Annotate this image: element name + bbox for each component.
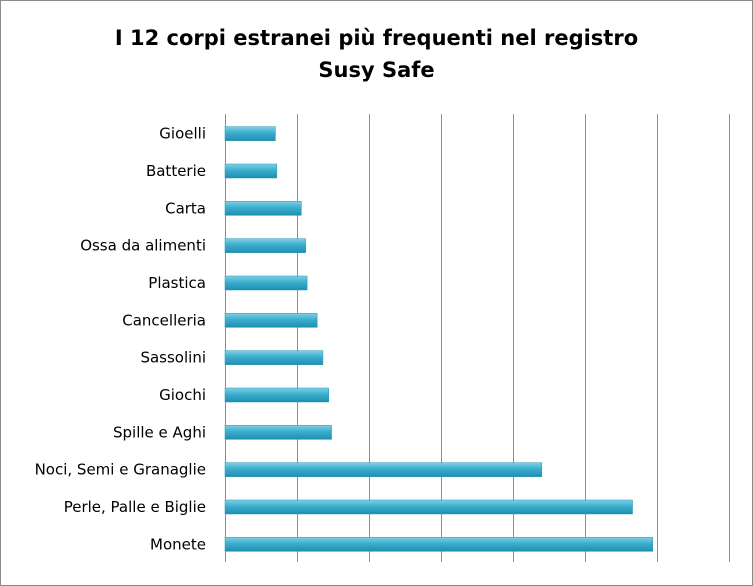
chart-title-line-2: Susy Safe <box>318 58 435 82</box>
bar <box>224 201 302 216</box>
chart-title: I 12 corpi estranei più frequenti nel re… <box>0 22 753 86</box>
bars <box>224 126 653 552</box>
category-label: Sassolini <box>140 349 206 367</box>
category-label: Plastica <box>148 274 206 292</box>
bar <box>224 275 308 291</box>
category-label: Noci, Semi e Granaglie <box>35 461 206 479</box>
category-label: Monete <box>150 535 206 553</box>
chart-title-line-1: I 12 corpi estranei più frequenti nel re… <box>114 26 639 50</box>
gridlines <box>225 114 730 562</box>
category-label: Gioelli <box>159 125 206 143</box>
bar <box>224 387 329 403</box>
bar <box>224 462 543 477</box>
bar <box>224 238 306 253</box>
bar <box>224 313 318 328</box>
bar <box>224 350 324 365</box>
category-label: Spille e Aghi <box>113 423 206 441</box>
category-label: Batterie <box>146 162 206 180</box>
bar <box>224 537 653 552</box>
category-label: Giochi <box>159 386 206 404</box>
category-label: Perle, Palle e Biglie <box>64 498 206 516</box>
category-label: Cancelleria <box>122 311 206 329</box>
category-label: Carta <box>165 199 206 217</box>
category-label: Ossa da alimenti <box>80 237 206 255</box>
category-labels: Gioelli Batterie Carta Ossa da alimenti Plas… <box>35 125 206 554</box>
bar <box>224 425 332 440</box>
bar <box>224 126 276 141</box>
bar <box>224 499 633 515</box>
bar <box>224 163 278 179</box>
